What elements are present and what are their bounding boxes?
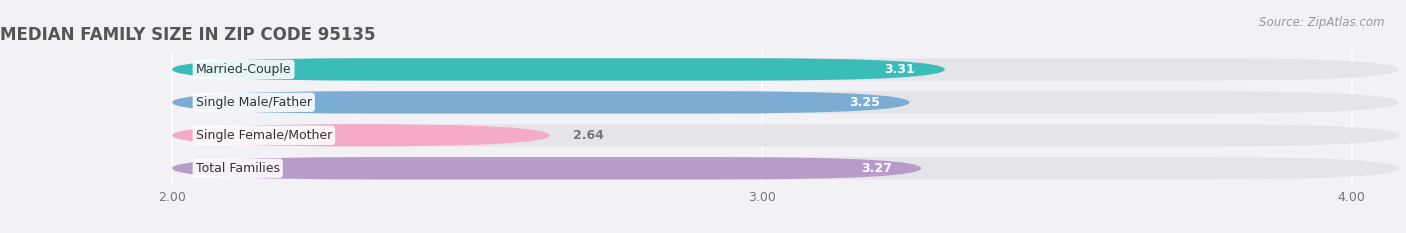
Text: 3.25: 3.25 — [849, 96, 880, 109]
Text: Single Female/Mother: Single Female/Mother — [195, 129, 332, 142]
Text: Source: ZipAtlas.com: Source: ZipAtlas.com — [1260, 16, 1385, 29]
Text: 3.31: 3.31 — [884, 63, 915, 76]
Text: 2.64: 2.64 — [574, 129, 605, 142]
FancyBboxPatch shape — [172, 124, 550, 147]
FancyBboxPatch shape — [172, 58, 945, 81]
FancyBboxPatch shape — [172, 91, 1399, 113]
Text: MEDIAN FAMILY SIZE IN ZIP CODE 95135: MEDIAN FAMILY SIZE IN ZIP CODE 95135 — [0, 26, 375, 44]
Text: 3.27: 3.27 — [860, 162, 891, 175]
Text: Total Families: Total Families — [195, 162, 280, 175]
Text: Single Male/Father: Single Male/Father — [195, 96, 312, 109]
FancyBboxPatch shape — [172, 157, 1399, 179]
FancyBboxPatch shape — [172, 157, 921, 179]
FancyBboxPatch shape — [172, 124, 1399, 147]
Text: Married-Couple: Married-Couple — [195, 63, 291, 76]
FancyBboxPatch shape — [172, 91, 910, 113]
FancyBboxPatch shape — [172, 58, 1399, 81]
